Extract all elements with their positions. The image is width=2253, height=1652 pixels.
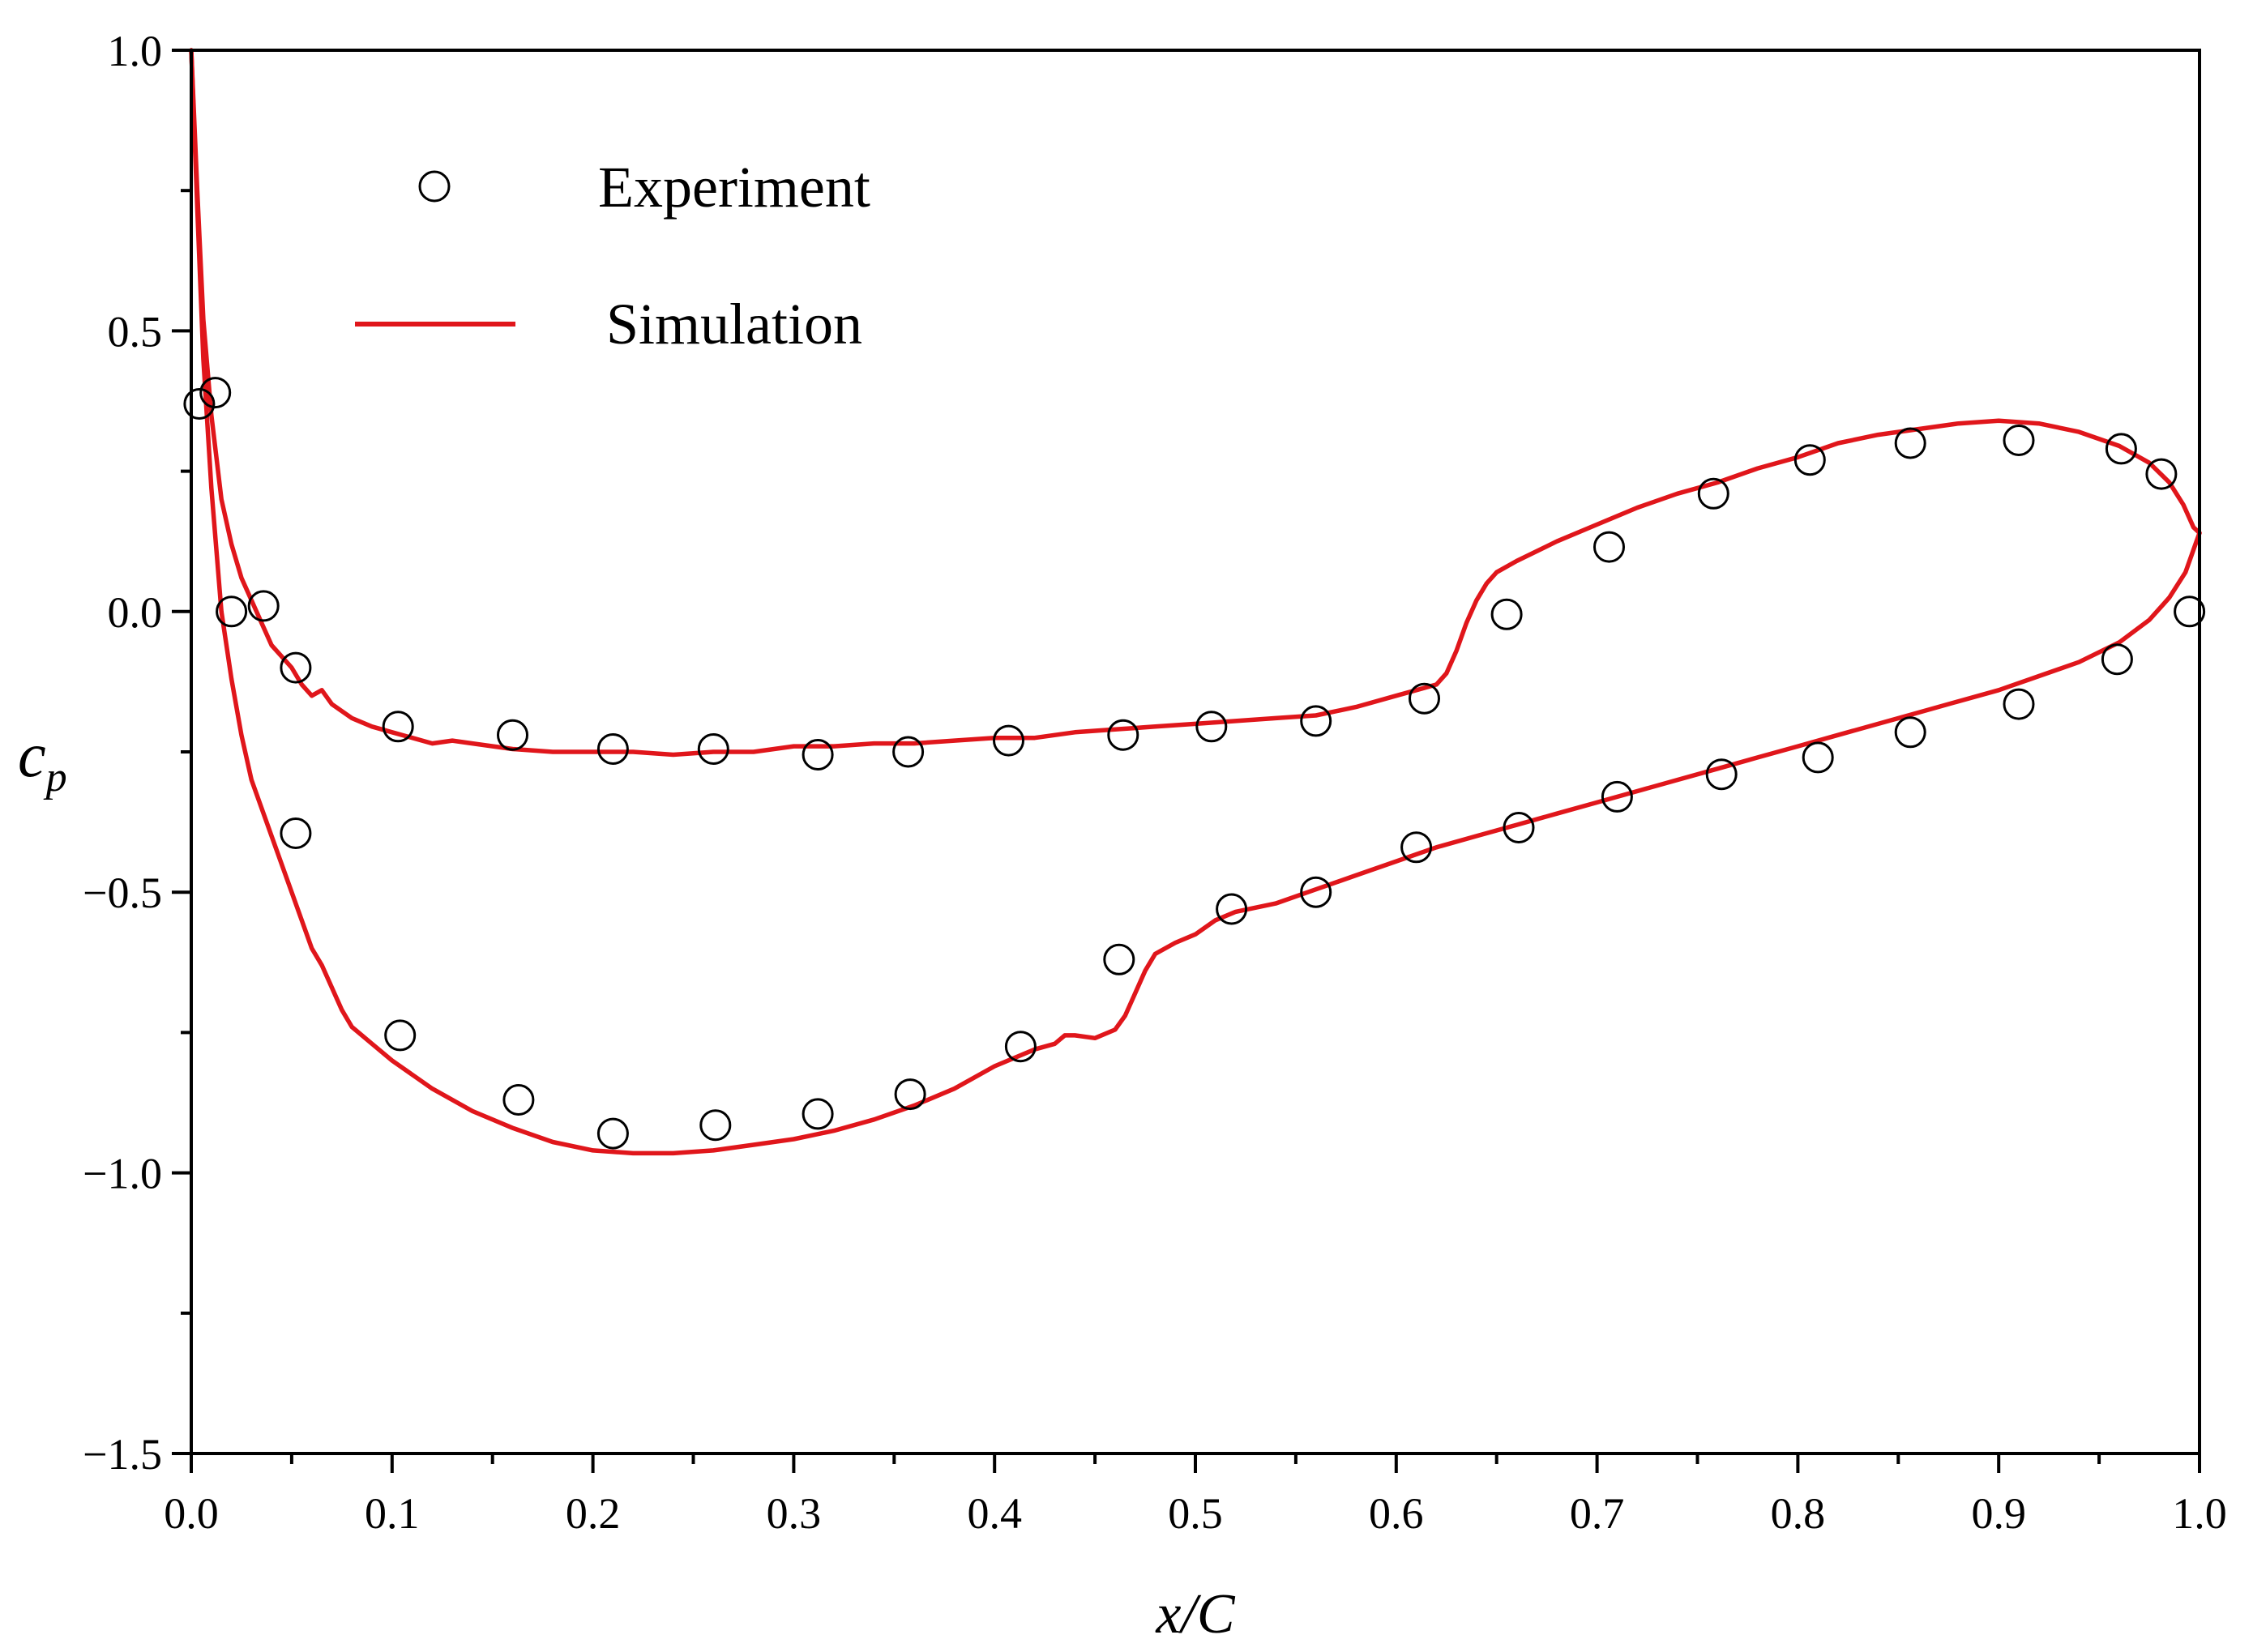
- x-tick-label: 0.1: [365, 1489, 420, 1538]
- experiment-point-14: [1195, 711, 1228, 743]
- experiment-point-31: [894, 1078, 926, 1111]
- experiment-point-9: [697, 733, 729, 765]
- x-tick-label: 0.0: [164, 1489, 219, 1538]
- experiment-point-25: [2174, 595, 2206, 628]
- experiment-point-33: [1103, 943, 1135, 975]
- experiment-point-10: [802, 739, 834, 771]
- experiment-point-30: [802, 1098, 834, 1130]
- experiment-point-28: [596, 1117, 629, 1150]
- experiment-point-1: [199, 377, 232, 409]
- legend-experiment-label: Experiment: [598, 155, 870, 220]
- experiment-point-26: [384, 1019, 417, 1052]
- experiment-point-15: [1300, 705, 1332, 737]
- legend-experiment-marker: [418, 170, 451, 203]
- experiment-point-22: [2003, 425, 2035, 456]
- x-tick-label: 1.0: [2172, 1489, 2227, 1538]
- legend-simulation-label: Simulation: [606, 292, 862, 356]
- experiment-point-21: [1894, 427, 1926, 459]
- experiment-point-34: [1216, 893, 1248, 925]
- experiment-point-7: [497, 719, 528, 751]
- y-tick-label: 1.0: [108, 27, 163, 75]
- x-tick-label: 0.9: [1971, 1489, 2026, 1538]
- experiment-point-35: [1300, 876, 1332, 908]
- experiment-point-20: [1793, 444, 1826, 476]
- experiment-point-11: [892, 736, 925, 768]
- y-tick-label: 0.0: [108, 588, 163, 637]
- experiment-point-42: [2003, 688, 2035, 720]
- experiment-point-43: [2101, 643, 2133, 676]
- experiment-point-8: [596, 733, 629, 765]
- simulation-line-pressure-side: [189, 48, 2202, 1156]
- experiment-point-32: [1004, 1031, 1037, 1063]
- experiment-point-39: [1705, 758, 1738, 791]
- y-tick-label: −1.5: [83, 1430, 162, 1479]
- experiment-point-29: [699, 1109, 732, 1142]
- y-tick-label: −1.0: [83, 1150, 162, 1198]
- experiment-point-0: [183, 388, 216, 420]
- experiment-point-27: [502, 1084, 535, 1116]
- x-tick-label: 0.3: [767, 1489, 822, 1538]
- x-axis-title: x/C: [1155, 1583, 1236, 1646]
- experiment-point-4: [280, 651, 312, 684]
- simulation-layer: [189, 48, 2202, 1156]
- x-tick-label: 0.6: [1369, 1489, 1424, 1538]
- experiment-point-23: [2105, 433, 2137, 465]
- x-tick-label: 0.7: [1570, 1489, 1625, 1538]
- experiment-point-17: [1490, 598, 1523, 630]
- experiment-layer: [183, 377, 2206, 1150]
- experiment-point-16: [1409, 682, 1440, 715]
- experiment-point-12: [993, 724, 1024, 757]
- experiment-point-3: [247, 590, 280, 622]
- x-tick-label: 0.8: [1771, 1489, 1826, 1538]
- y-tick-label: −0.5: [83, 869, 162, 917]
- experiment-point-13: [1107, 719, 1139, 751]
- experiment-point-24: [2145, 458, 2178, 490]
- experiment-point-6: [382, 711, 414, 743]
- x-tick-label: 0.5: [1168, 1489, 1223, 1538]
- experiment-point-18: [1593, 531, 1625, 563]
- x-tick-label: 0.2: [566, 1489, 621, 1538]
- simulation-line-suction-side: [189, 48, 2202, 758]
- legend: Experiment Simulation: [355, 155, 870, 356]
- experiment-point-19: [1697, 477, 1729, 510]
- experiment-point-41: [1894, 716, 1926, 749]
- experiment-point-2: [216, 595, 248, 628]
- y-tick-label: 0.5: [108, 307, 163, 356]
- experiment-point-40: [1802, 741, 1834, 774]
- experiment-point-36: [1400, 831, 1433, 864]
- axes-layer: 0.0 0.1 0.2 0.3 0.4 0.5 0.6 0.7 0.8 0.9 1.0 1.0 0.5 0…: [83, 27, 2227, 1538]
- experiment-point-5: [280, 817, 312, 849]
- experiment-point-38: [1601, 780, 1633, 813]
- y-axis-title-subscript: p: [43, 754, 67, 800]
- x-tick-label: 0.4: [967, 1489, 1022, 1538]
- experiment-point-37: [1503, 812, 1535, 843]
- y-axis-title: cp: [18, 719, 67, 800]
